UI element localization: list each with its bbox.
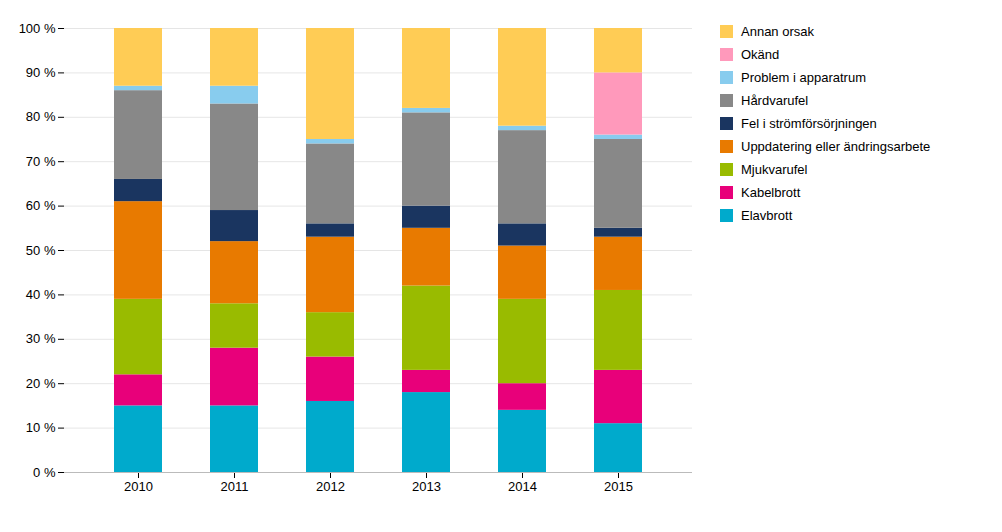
svg-text:20 %: 20 %: [26, 376, 56, 391]
svg-text:30 %: 30 %: [26, 331, 56, 346]
html-text:Problem i apparatrum: Problem i apparatrum: [741, 70, 866, 85]
svg-text:80 %: 80 %: [26, 109, 56, 124]
svg-text:0 %: 0 %: [33, 465, 56, 480]
html-text:Kabelbrott: Kabelbrott: [741, 185, 801, 200]
svg-text:2015: 2015: [604, 479, 633, 494]
svg-text:2013: 2013: [412, 479, 441, 494]
svg-text:70 %: 70 %: [26, 154, 56, 169]
svg-text:2014: 2014: [508, 479, 537, 494]
svg-text:2012: 2012: [316, 479, 345, 494]
svg-text:10 %: 10 %: [26, 420, 56, 435]
html-text:Mjukvarufel: Mjukvarufel: [741, 162, 808, 177]
html-text:Hårdvarufel: Hårdvarufel: [741, 93, 809, 108]
svg-text:50 %: 50 %: [26, 243, 56, 258]
svg-text:2011: 2011: [221, 479, 249, 494]
html-text:Uppdatering eller ändringsarbe: Uppdatering eller ändringsarbete: [741, 139, 931, 154]
html-text:Fel i strömförsörjningen: Fel i strömförsörjningen: [741, 116, 877, 131]
svg-text:90 %: 90 %: [26, 65, 56, 80]
html-text:Okänd: Okänd: [741, 47, 780, 62]
svg-text:100 %: 100 %: [19, 21, 56, 36]
html-text:Elavbrott: Elavbrott: [741, 208, 793, 223]
svg-text:2010: 2010: [124, 479, 153, 494]
svg-text:40 %: 40 %: [26, 287, 56, 302]
svg-text:60 %: 60 %: [26, 198, 56, 213]
html-text:Annan orsak: Annan orsak: [741, 24, 814, 39]
